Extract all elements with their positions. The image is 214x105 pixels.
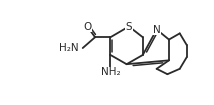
Text: O: O <box>83 22 91 32</box>
Text: NH₂: NH₂ <box>101 67 120 77</box>
Text: H₂N: H₂N <box>59 43 79 53</box>
Text: S: S <box>126 22 132 32</box>
Text: N: N <box>153 25 160 35</box>
